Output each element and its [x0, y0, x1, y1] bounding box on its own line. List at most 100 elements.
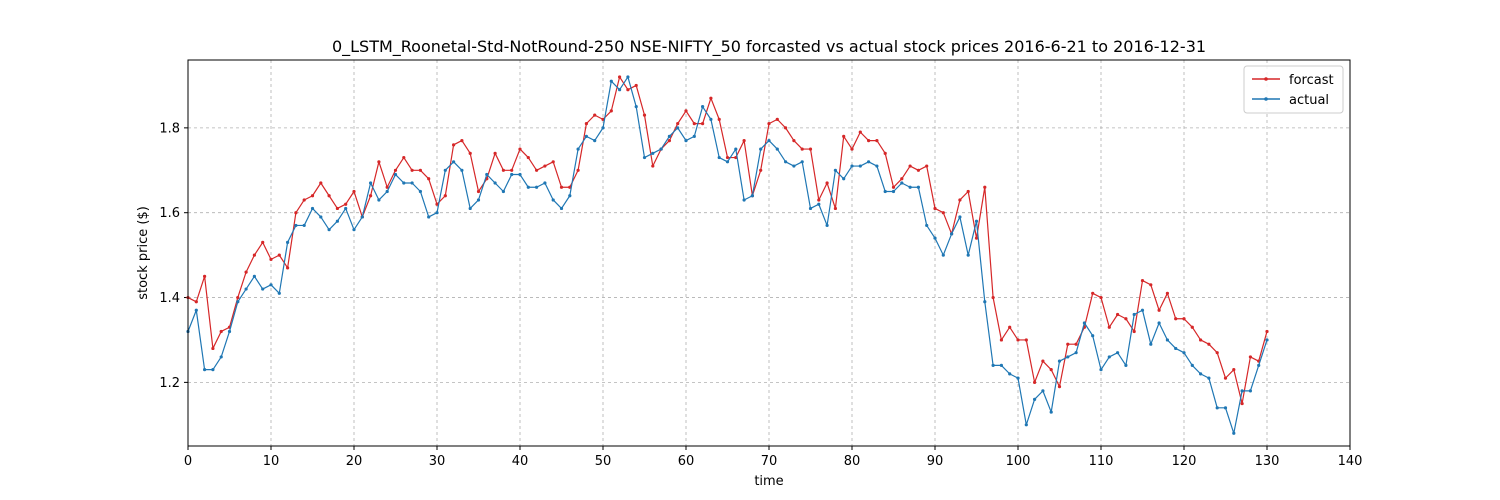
- data-point-actual: [501, 189, 505, 194]
- x-tick-label: 110: [1089, 454, 1114, 469]
- data-point-actual: [1057, 359, 1062, 363]
- data-point-forcast: [1091, 291, 1095, 295]
- data-point-forcast: [742, 138, 746, 143]
- data-point-forcast: [310, 194, 315, 198]
- data-point-actual: [485, 172, 489, 177]
- data-point-actual: [369, 181, 373, 185]
- data-point-forcast: [609, 109, 613, 113]
- data-point-actual: [476, 198, 481, 202]
- data-point-actual: [1157, 321, 1161, 325]
- data-point-actual: [717, 155, 721, 160]
- y-tick-label: 1.4: [159, 291, 180, 306]
- data-point-forcast: [825, 181, 829, 185]
- data-point-actual: [1165, 338, 1169, 342]
- data-point-actual: [1215, 406, 1219, 410]
- data-point-forcast: [775, 117, 779, 121]
- data-point-forcast: [759, 168, 763, 172]
- data-point-actual: [1199, 372, 1203, 376]
- data-point-actual: [1041, 389, 1045, 393]
- legend: forcast actual: [1243, 65, 1344, 114]
- data-point-actual: [1049, 410, 1053, 414]
- data-point-actual: [568, 194, 572, 198]
- data-point-forcast: [1174, 317, 1178, 321]
- data-point-actual: [1149, 342, 1153, 346]
- data-point-forcast: [800, 147, 804, 151]
- data-point-forcast: [767, 122, 771, 126]
- data-point-actual: [460, 168, 464, 172]
- data-point-actual: [584, 134, 589, 138]
- data-point-actual: [651, 151, 655, 155]
- data-point-actual: [825, 223, 829, 228]
- data-point-forcast: [468, 151, 472, 155]
- data-point-actual: [925, 223, 929, 228]
- data-point-actual: [593, 138, 597, 143]
- x-tick-label: 50: [595, 454, 612, 469]
- data-point-actual: [767, 138, 771, 143]
- data-point-forcast: [1107, 325, 1111, 329]
- data-point-forcast: [584, 122, 589, 126]
- legend-label-actual: actual: [1289, 93, 1329, 108]
- data-point-forcast: [792, 138, 796, 143]
- data-point-forcast: [900, 177, 904, 181]
- data-point-forcast: [1215, 351, 1219, 355]
- data-point-actual: [858, 164, 862, 168]
- data-point-actual: [684, 138, 688, 143]
- data-point-actual: [194, 308, 198, 312]
- data-point-actual: [883, 189, 887, 194]
- data-point-actual: [808, 206, 813, 211]
- data-point-forcast: [1049, 368, 1053, 372]
- data-point-actual: [1265, 338, 1269, 342]
- data-point-forcast: [526, 155, 530, 160]
- data-point-forcast: [1199, 338, 1203, 342]
- data-point-forcast: [717, 117, 721, 121]
- data-point-actual: [634, 105, 638, 109]
- data-point-forcast: [211, 346, 215, 351]
- data-point-actual: [468, 206, 472, 211]
- data-point-forcast: [443, 194, 447, 198]
- data-point-forcast: [725, 155, 730, 160]
- x-tick-label: 10: [263, 454, 280, 469]
- data-point-actual: [701, 105, 705, 109]
- data-point-actual: [983, 300, 987, 304]
- data-point-forcast: [194, 300, 198, 304]
- data-point-actual: [1223, 406, 1228, 410]
- data-point-actual: [692, 134, 696, 138]
- data-point-forcast: [252, 253, 256, 257]
- data-point-actual: [1174, 346, 1178, 351]
- data-point-forcast: [933, 206, 937, 211]
- data-point-actual: [410, 181, 414, 185]
- x-axis: 0 10 20 30 40 50 60 70 80 90 100 110 120 130 140: [184, 446, 1362, 469]
- data-point-actual: [236, 300, 240, 304]
- data-point-actual: [335, 219, 339, 223]
- data-point-forcast: [867, 138, 871, 143]
- data-point-forcast: [385, 185, 389, 189]
- data-point-forcast: [518, 147, 522, 151]
- data-point-actual: [551, 198, 555, 202]
- data-point-actual: [667, 134, 672, 138]
- data-point-forcast: [418, 168, 422, 172]
- data-point-forcast: [916, 168, 921, 172]
- data-point-actual: [427, 215, 431, 219]
- data-point-actual: [418, 189, 422, 194]
- data-point-forcast: [1149, 283, 1153, 287]
- data-point-actual: [626, 75, 630, 79]
- legend-marker-actual: [1264, 97, 1268, 101]
- data-point-actual: [817, 202, 821, 206]
- data-point-forcast: [883, 151, 887, 155]
- data-point-actual: [1091, 334, 1095, 338]
- data-point-forcast: [1165, 291, 1169, 295]
- data-point-actual: [319, 215, 323, 219]
- data-point-actual: [518, 172, 522, 177]
- data-point-forcast: [535, 168, 539, 172]
- data-point-forcast: [559, 185, 564, 189]
- y-axis-title: stock price ($): [136, 206, 151, 300]
- data-point-forcast: [908, 164, 912, 168]
- data-point-actual: [1024, 423, 1028, 427]
- data-point-forcast: [261, 240, 265, 244]
- data-point-actual: [1190, 363, 1194, 368]
- data-point-forcast: [501, 168, 505, 172]
- data-point-actual: [941, 253, 945, 257]
- data-point-forcast: [709, 96, 713, 100]
- data-point-forcast: [1074, 342, 1078, 346]
- data-point-forcast: [219, 329, 223, 334]
